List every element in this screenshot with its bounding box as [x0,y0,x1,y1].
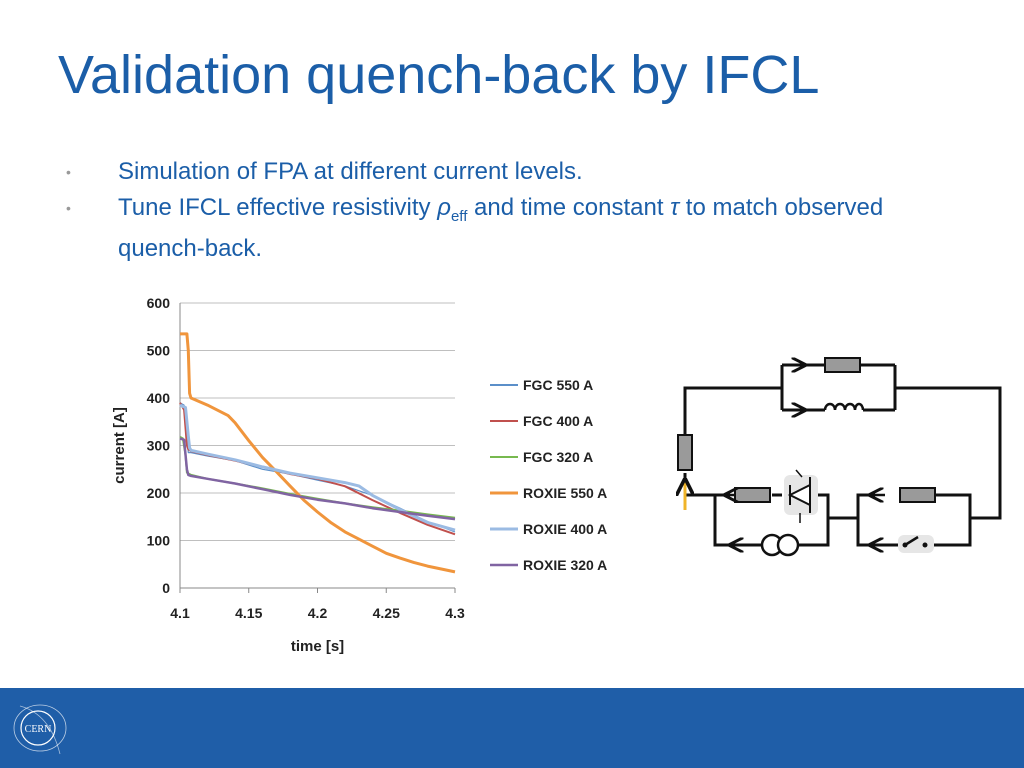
thyristor-pair-icon [784,469,818,523]
tau-symbol: τ [670,194,680,221]
bullet-text: Simulation of FPA at different current l… [118,158,583,185]
legend-label: FGC 400 A [523,413,593,429]
footer-bar: CERN [0,688,1024,768]
current-source-icon [776,533,800,557]
legend-label: ROXIE 400 A [523,521,607,537]
series-line [180,332,456,574]
bullet-text-part: and time constant [467,194,671,221]
y-tick-label: 200 [147,485,171,501]
series-line [179,437,456,521]
bullet-item-2: • Tune IFCL effective resistivity ρeff a… [66,192,946,265]
bullet-text: Tune IFCL effective resistivity ρeff and… [118,194,883,262]
x-tick-label: 4.1 [170,605,190,621]
slide-title: Validation quench-back by IFCL [58,45,820,105]
x-tick-label: 4.25 [373,605,400,621]
bullet-text-part: to match observed quench-back. [118,194,884,262]
bullet-item-1: • Simulation of FPA at different current… [66,156,946,188]
circuit-wires [683,363,1002,547]
y-tick-label: 100 [147,533,171,549]
y-axis-label: current [A] [111,407,128,484]
y-tick-label: 500 [147,343,171,359]
legend-label: ROXIE 320 A [523,557,607,573]
switch-icon [898,535,934,553]
cern-logo-icon: CERN [13,704,67,755]
series-line [179,403,456,532]
bullet-marker: • [66,200,71,216]
lower-right-resistor [899,487,936,503]
current-vs-time-chart: 0 100 200 300 400 500 600 4.1 4.15 4.2 4.25 4.3 time… [111,295,607,655]
y-tick-label: 0 [162,580,170,596]
x-axis-label: time [s] [291,638,344,655]
y-tick-label: 400 [147,390,171,406]
eff-subscript: eff [450,207,468,225]
cern-logo-text: CERN [25,724,52,735]
bullet-text-part: Tune IFCL effective resistivity [118,194,438,221]
lower-left-resistor [734,487,771,503]
legend-label: FGC 550 A [523,377,593,393]
left-resistor [677,434,693,471]
y-tick-label: 300 [147,438,171,454]
inductor-icon [823,402,865,411]
x-tick-label: 4.3 [445,605,465,621]
bullet-list: • Simulation of FPA at different current… [66,156,946,269]
ifcl-circuit-diagram [660,357,1002,557]
y-tick-label: 600 [147,295,171,311]
legend-label: FGC 320 A [523,449,593,465]
rho-symbol: ρ [437,194,451,221]
bullet-marker: • [66,164,71,180]
x-tick-label: 4.2 [308,605,328,621]
top-resistor [824,357,861,373]
legend-label: ROXIE 550 A [523,485,607,501]
x-tick-label: 4.15 [235,605,262,621]
